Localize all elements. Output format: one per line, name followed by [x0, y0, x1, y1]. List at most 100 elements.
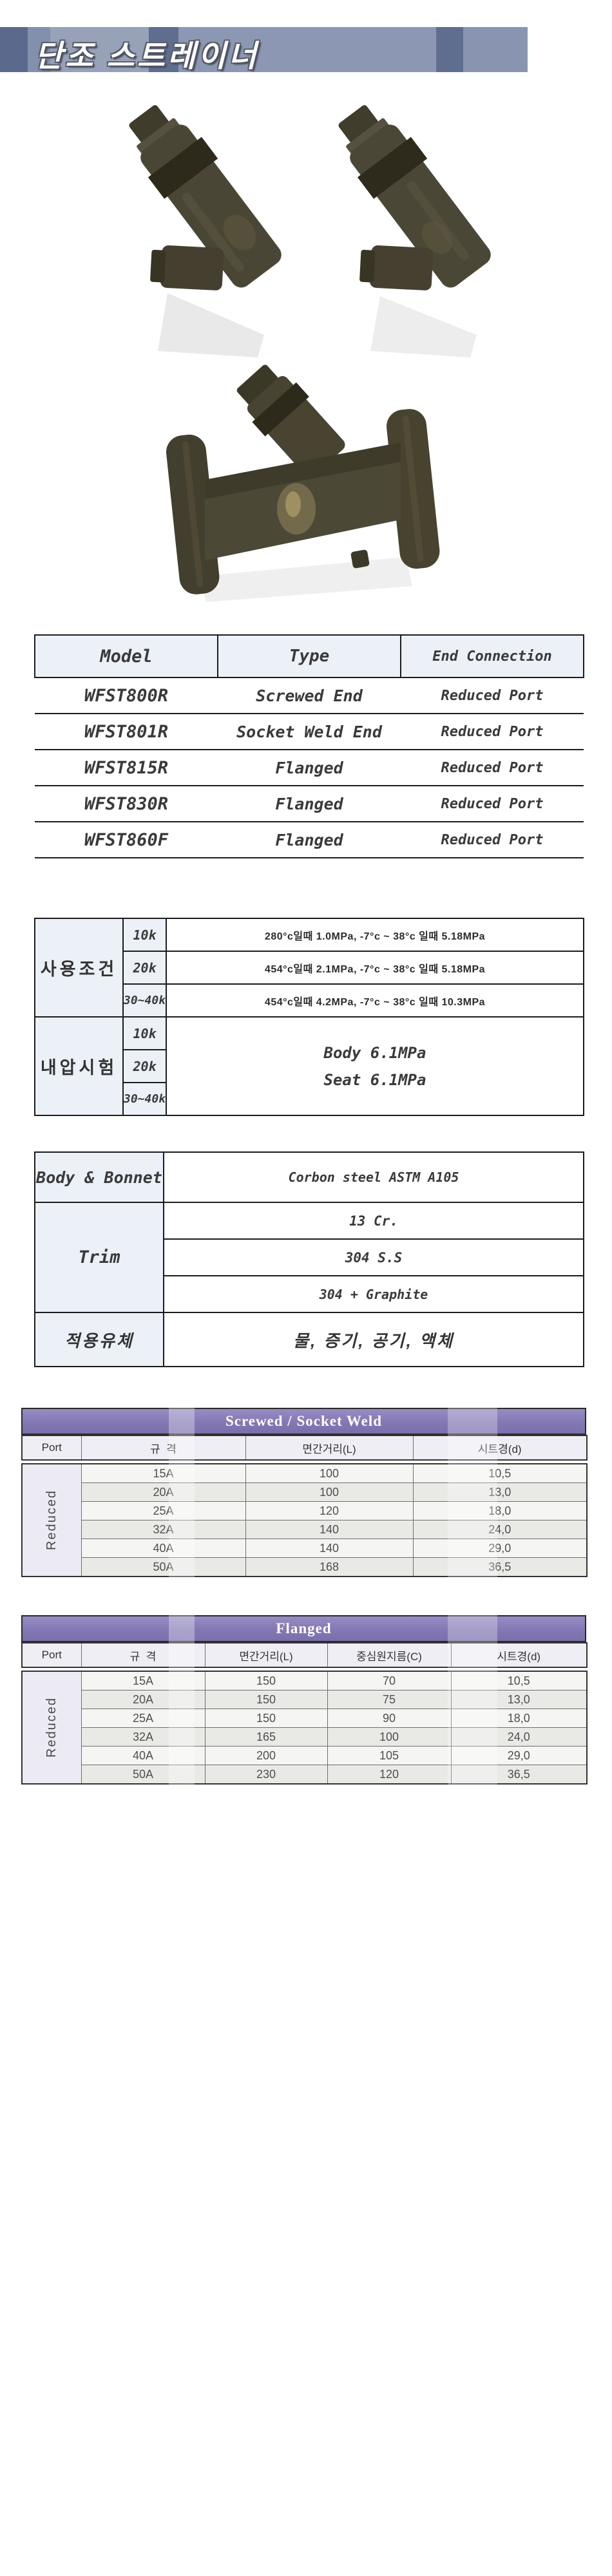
seat-cell: 29,0: [412, 1539, 588, 1558]
title-bar-segment: [463, 27, 528, 72]
model-table-header-row: Model Type End Connection: [34, 634, 584, 678]
table-row: Trim 13 Cr.: [34, 1202, 584, 1313]
type-cell: Flanged: [218, 749, 401, 786]
title-bar-segment: [50, 27, 149, 72]
length-cell: 200: [204, 1746, 328, 1765]
usage-conditions-label: 사용조건: [34, 918, 124, 1018]
model-cell: WFST860F: [35, 821, 218, 858]
table-row: 20k 454°c일때 2.1MPa, -7°c ~ 38°c 일때 5.18M…: [35, 951, 584, 985]
end-cell: Reduced Port: [401, 821, 584, 858]
trim-value: 304 S.S: [163, 1238, 584, 1276]
strainer-photo-screwed-svg: [129, 105, 282, 357]
size-cell: 50A: [81, 1765, 206, 1785]
class-cell: 10k: [122, 918, 167, 952]
table-row: 32A 165 100 24,0: [22, 1727, 588, 1747]
table-row: 20A 150 75 13,0: [22, 1690, 588, 1709]
body-bonnet-value: Corbon steel ASTM A105: [163, 1151, 584, 1203]
class-cell: 20k: [122, 1049, 167, 1083]
size-cell: 40A: [81, 1539, 246, 1558]
table-row: 304 S.S: [35, 1238, 584, 1276]
seat-cell: 13,0: [412, 1482, 588, 1502]
length-cell: 150: [204, 1709, 328, 1728]
size-cell: 20A: [81, 1690, 206, 1709]
class-cell: 10k: [122, 1016, 167, 1050]
table-row: Reduced 15A 100 10,5: [21, 1463, 588, 1577]
model-cell: WFST815R: [35, 749, 218, 786]
circle-cell: 100: [327, 1727, 452, 1747]
size-cell: 32A: [81, 1727, 206, 1747]
table-row: 30~40k 454°c일때 4.2MPa, -7°c ~ 38°c 일때 10…: [35, 983, 584, 1018]
strainer-photo-flanged-svg: [166, 365, 440, 602]
port-header: Port: [21, 1435, 82, 1461]
table-row: Reduced 15A 150 70 10,5: [21, 1671, 588, 1785]
end-cell: Reduced Port: [401, 713, 584, 750]
table-gap: [21, 1461, 586, 1463]
table-gap: [21, 1668, 586, 1671]
model-header: Model: [34, 634, 218, 678]
end-connection-header: End Connection: [400, 634, 584, 678]
type-cell: Socket Weld End: [218, 713, 401, 750]
length-cell: 230: [204, 1765, 328, 1785]
end-cell: Reduced Port: [401, 677, 584, 714]
circle-cell: 70: [327, 1671, 452, 1690]
length-cell: 100: [245, 1482, 414, 1502]
table-row: WFST830R Flanged Reduced Port: [35, 785, 584, 822]
trim-label: Trim: [34, 1202, 164, 1313]
title-bar: 단조 스트레이너: [0, 27, 528, 73]
table-row: WFST860F Flanged Reduced Port: [35, 821, 584, 858]
table-row: 50A 168 36,5: [22, 1557, 588, 1577]
circle-cell: 90: [327, 1709, 452, 1728]
strainer-photo-socket-weld: [332, 80, 522, 361]
screwed-table-title: Screwed / Socket Weld: [21, 1408, 586, 1435]
length-cell: 140: [245, 1539, 414, 1558]
size-header: 규 격: [81, 1642, 206, 1668]
length-cell: 165: [204, 1727, 328, 1747]
size-cell: 15A: [81, 1463, 246, 1483]
screwed-socket-weld-table: Screwed / Socket Weld Port 규 격 면간거리(L) 시…: [21, 1408, 588, 1577]
strainer-photo-screwed: [122, 80, 312, 361]
reduced-label: Reduced: [44, 1490, 59, 1551]
pressure-test-label: 내압시험: [34, 1016, 124, 1116]
length-cell: 150: [204, 1690, 328, 1709]
class-cell: 30~40k: [122, 1082, 167, 1116]
length-cell: 100: [245, 1463, 414, 1483]
seat-cell: 10,5: [412, 1463, 588, 1483]
screwed-table-body: Reduced 15A 100 10,5 20A 100 13,0 25A 12…: [21, 1463, 588, 1577]
flanged-table: Flanged Port 규 격 면간거리(L) 중심원지름(C) 시트경(d)…: [21, 1615, 588, 1785]
table-row: WFST815R Flanged Reduced Port: [35, 749, 584, 786]
table-row: 40A 200 105 29,0: [22, 1746, 588, 1765]
length-cell: 120: [245, 1501, 414, 1520]
table-row: 적용유체 물, 증기, 공기, 액체: [34, 1312, 584, 1367]
flanged-table-header: Port 규 격 면간거리(L) 중심원지름(C) 시트경(d): [21, 1642, 588, 1668]
trim-value: 13 Cr.: [163, 1202, 584, 1240]
model-cell: WFST800R: [35, 677, 218, 714]
seat-dia-header: 시트경(d): [412, 1435, 588, 1461]
title-bar-segment: [178, 27, 436, 72]
length-cell: 140: [245, 1520, 414, 1539]
size-header: 규 격: [81, 1435, 246, 1461]
size-cell: 50A: [81, 1557, 246, 1577]
conditions-table: 사용조건 10k 280°c일때 1.0MPa, -7°c ~ 38°c 일때 …: [34, 918, 584, 1116]
usage-desc: 454°c일때 2.1MPa, -7°c ~ 38°c 일때 5.18MPa: [166, 951, 584, 985]
model-table: Model Type End Connection WFST800R Screw…: [34, 634, 584, 858]
type-cell: Flanged: [218, 821, 401, 858]
screwed-table-header: Port 규 격 면간거리(L) 시트경(d): [21, 1435, 588, 1461]
end-cell: Reduced Port: [401, 785, 584, 822]
type-header: Type: [217, 634, 401, 678]
table-row: Body & Bonnet Corbon steel ASTM A105: [34, 1151, 584, 1203]
title-bar-segment: [0, 27, 28, 72]
body-bonnet-label: Body & Bonnet: [34, 1151, 164, 1203]
strainer-photo-flanged: [161, 364, 445, 612]
applicable-fluid-value: 물, 증기, 공기, 액체: [163, 1312, 584, 1367]
table-row: WFST800R Screwed End Reduced Port: [35, 677, 584, 714]
table-row: 25A 120 18,0: [22, 1501, 588, 1520]
trim-value: 304 + Graphite: [163, 1275, 584, 1313]
applicable-fluid-label: 적용유체: [34, 1312, 164, 1367]
type-cell: Flanged: [218, 785, 401, 822]
table-row: 사용조건 10k 280°c일때 1.0MPa, -7°c ~ 38°c 일때 …: [34, 918, 584, 1018]
title-bar-segment: [149, 27, 178, 72]
bolt-circle-header: 중심원지름(C): [327, 1642, 452, 1668]
pressure-body-value: Body 6.1MPa: [323, 1043, 426, 1062]
table-row: 25A 150 90 18,0: [22, 1709, 588, 1728]
circle-cell: 105: [327, 1746, 452, 1765]
